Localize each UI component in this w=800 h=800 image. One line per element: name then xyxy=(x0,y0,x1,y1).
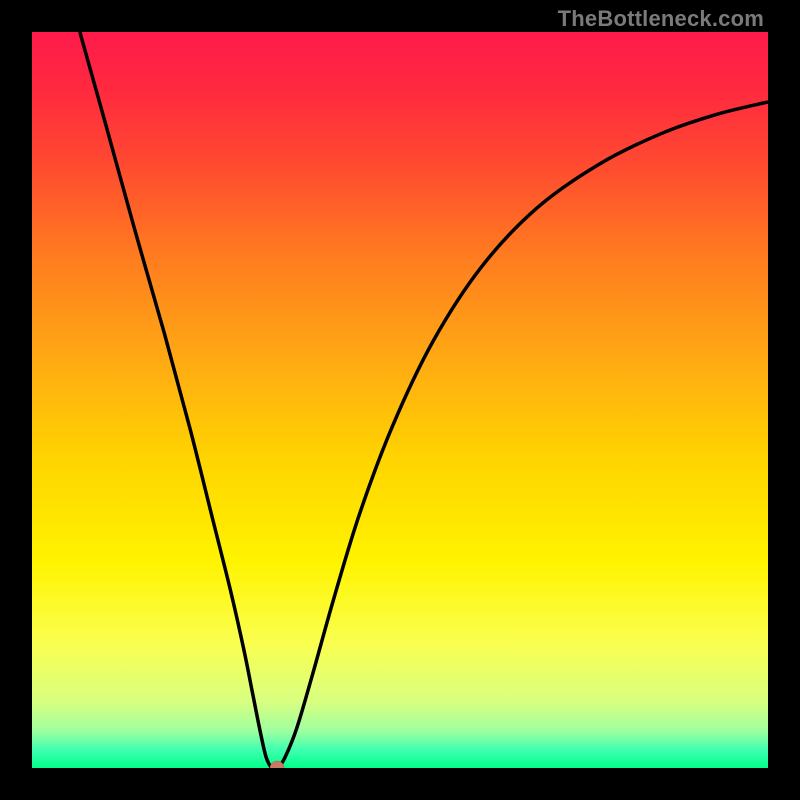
watermark-text: TheBottleneck.com xyxy=(558,6,764,32)
plot-area xyxy=(32,32,768,768)
gradient-background xyxy=(32,32,768,768)
